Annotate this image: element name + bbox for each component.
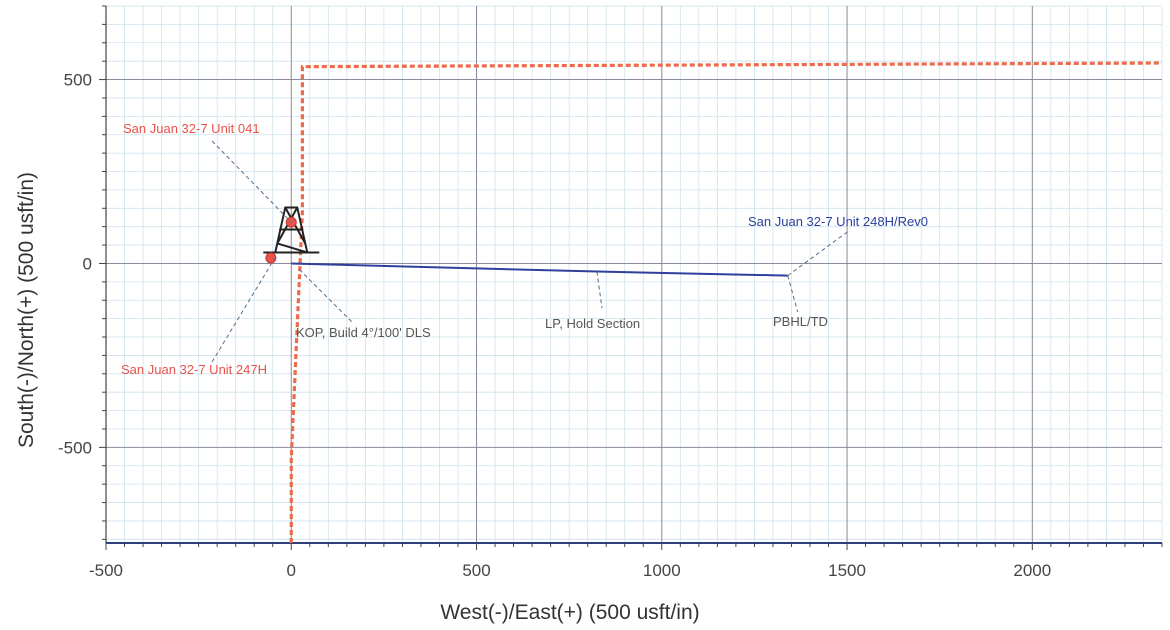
- x-tick-label: 1500: [828, 561, 866, 580]
- minor-grid: [106, 5, 1163, 543]
- leader-unit-041: [211, 140, 292, 223]
- leader-pbhl: [787, 275, 799, 313]
- annotation-unit-248h: San Juan 32-7 Unit 248H/Rev0: [748, 214, 928, 229]
- tick-labels: -500 0 500 1000 1500 2000 -500 0 500: [58, 71, 1051, 580]
- leader-unit-248h: [787, 229, 851, 277]
- leader-lp-hold: [596, 271, 603, 309]
- rig-brace: [276, 242, 308, 254]
- leader-unit-247h: [211, 257, 276, 363]
- x-tick-label: 2000: [1013, 561, 1051, 580]
- axes: [99, 5, 1163, 550]
- annotation-pbhl-td: PBHL/TD: [773, 314, 828, 329]
- annotation-unit-247h: San Juan 32-7 Unit 247H: [121, 362, 267, 377]
- leader-kop: [298, 269, 353, 323]
- x-axis-title: West(-)/East(+) (500 usft/in): [440, 601, 699, 624]
- annotation-leaders: [211, 140, 851, 363]
- y-tick-label: 0: [83, 254, 92, 273]
- y-tick-label: 500: [64, 71, 92, 90]
- boundary-line: [289, 61, 1163, 543]
- x-tick-label: -500: [89, 561, 123, 580]
- x-tick-label: 500: [462, 561, 490, 580]
- annotation-unit-041: San Juan 32-7 Unit 041: [123, 121, 260, 136]
- y-tick-label: -500: [58, 438, 92, 457]
- lease-boundary: [289, 61, 1163, 543]
- annotation-kop: KOP, Build 4°/100' DLS: [296, 325, 431, 340]
- x-tick-label: 1000: [643, 561, 681, 580]
- annotation-lp-hold: LP, Hold Section: [545, 316, 640, 331]
- offset-well-marker: [265, 252, 277, 264]
- y-axis-title: South(-)/North(+) (500 usft/in): [15, 172, 38, 448]
- x-tick-label: 0: [287, 561, 296, 580]
